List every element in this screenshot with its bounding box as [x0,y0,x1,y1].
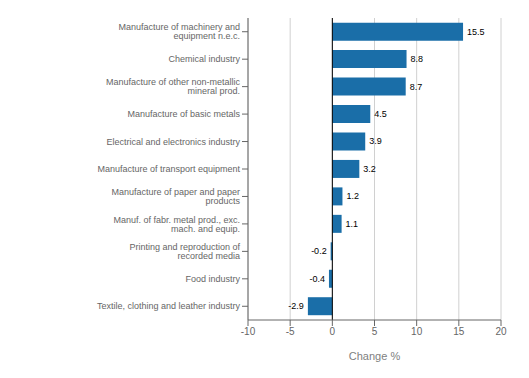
svg-text:Change %: Change % [349,350,401,362]
svg-text:Manufacture of basic metals: Manufacture of basic metals [127,109,240,119]
svg-text:8.7: 8.7 [410,82,423,92]
svg-text:10: 10 [411,326,423,337]
svg-text:Food industry: Food industry [185,274,240,284]
svg-text:-0.2: -0.2 [311,246,327,256]
svg-text:Textile, clothing and leather: Textile, clothing and leather industry [97,301,241,311]
svg-text:Electrical and electronics ind: Electrical and electronics industry [106,137,240,147]
svg-text:15: 15 [453,326,465,337]
svg-text:Manufacture of paper and paper: Manufacture of paper and paperproducts [111,187,240,206]
svg-text:15.5: 15.5 [467,27,485,37]
svg-text:-5: -5 [286,326,295,337]
svg-text:Chemical industry: Chemical industry [168,54,240,64]
svg-text:Manuf. of fabr. metal prod., e: Manuf. of fabr. metal prod., exc.mach. a… [113,215,240,234]
svg-text:-0.4: -0.4 [309,274,325,284]
svg-text:20: 20 [495,326,507,337]
svg-text:0: 0 [330,326,336,337]
svg-text:3.2: 3.2 [363,164,376,174]
svg-text:1.1: 1.1 [346,219,359,229]
svg-text:Printing and reproduction ofre: Printing and reproduction ofrecorded med… [129,242,240,261]
svg-text:-2.9: -2.9 [288,301,304,311]
svg-text:-10: -10 [241,326,256,337]
svg-text:Manufacture of transport equip: Manufacture of transport equipment [97,164,240,174]
svg-text:Manufacture of other non-metal: Manufacture of other non-metallicmineral… [106,77,241,96]
svg-text:1.2: 1.2 [346,191,359,201]
svg-text:3.9: 3.9 [369,136,382,146]
svg-text:4.5: 4.5 [374,109,387,119]
svg-text:Manufacture of machinery andeq: Manufacture of machinery andequipment n.… [118,22,240,41]
svg-text:8.8: 8.8 [411,54,424,64]
svg-text:5: 5 [372,326,378,337]
